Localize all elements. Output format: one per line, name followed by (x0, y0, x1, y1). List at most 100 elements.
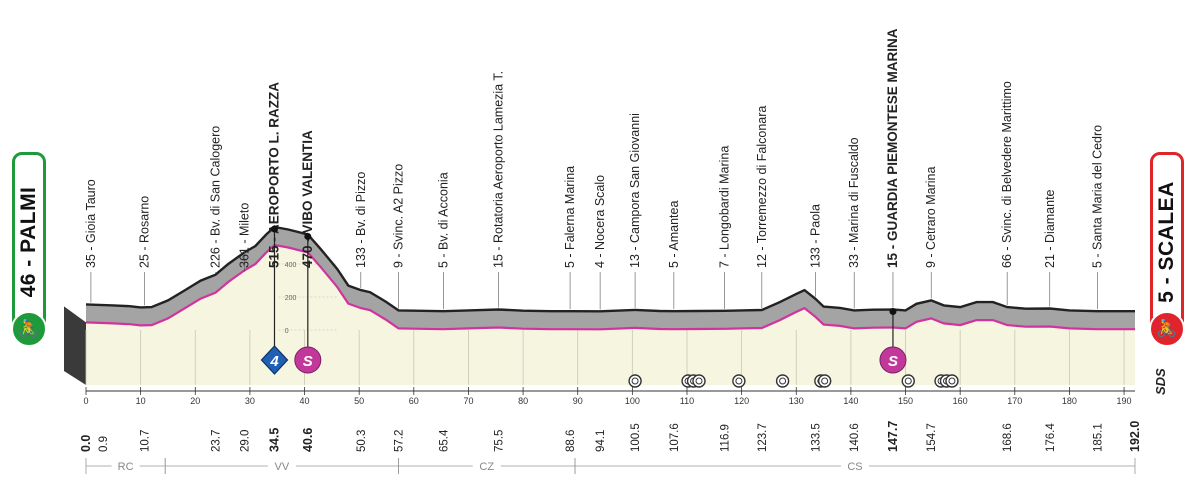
km-label: 140.6 (849, 423, 861, 452)
waypoint-label: 7 - Longobardi Marina (718, 146, 732, 268)
region-label: CS (847, 461, 862, 473)
marker-label: 4 (269, 353, 279, 370)
x-tick-label: 140 (843, 396, 858, 406)
x-tick-label: 130 (789, 396, 804, 406)
waypoint-label: 5 - Falerna Marina (563, 166, 577, 268)
finish-label: 5 - SCALEA (1155, 181, 1178, 303)
waypoint-label: 5 - Santa Maria del Cedro (1090, 125, 1104, 268)
x-tick-label: 110 (680, 396, 694, 406)
km-label: 154.7 (926, 423, 938, 452)
tunnel-icon (732, 374, 746, 388)
cyclist-icon: 🚴 (11, 311, 47, 347)
region-label: CZ (479, 461, 494, 473)
x-tick-label: 150 (898, 396, 913, 406)
region-label-bg (111, 459, 140, 473)
x-tick-label: 20 (190, 396, 200, 406)
tunnel-icon (692, 374, 706, 388)
y-tick-label: 0 (285, 328, 289, 335)
sprint-icon (879, 346, 907, 374)
region-label-bg (840, 459, 869, 473)
waypoint-label: 133 - Bv. di Pizzo (354, 172, 368, 268)
waypoint-label: 4 - Nocera Scalo (593, 175, 607, 268)
x-tick-label: 80 (518, 396, 528, 406)
profile-end-cap (64, 306, 86, 385)
profile-top-face (86, 227, 1135, 330)
cyclist-icon: 🚴 (1149, 311, 1185, 347)
tunnel-icon-inner (904, 377, 912, 385)
x-tick-label: 190 (1117, 396, 1132, 406)
x-tick-label: 180 (1062, 396, 1077, 406)
x-tick-label: 170 (1007, 396, 1022, 406)
tunnel-icon-inner (821, 377, 829, 385)
km-label: 192.0 (1128, 421, 1142, 452)
waypoint-label: 226 - Bv. di San Calogero (208, 126, 222, 268)
waypoint-label: 470 - VIBO VALENTIA (300, 130, 315, 268)
km-label: 88.6 (565, 430, 577, 452)
x-tick-label: 70 (463, 396, 473, 406)
marker-label: S (888, 353, 898, 370)
x-tick-label: 90 (573, 396, 583, 406)
km-label: 65.4 (438, 429, 450, 452)
km-label: 107.6 (669, 423, 681, 452)
km-label: 168.6 (1002, 423, 1014, 452)
tunnel-icon (628, 374, 642, 388)
tunnel-icon-inner (695, 377, 703, 385)
x-tick-label: 50 (354, 396, 364, 406)
km-label: 50.3 (356, 430, 368, 452)
region-label-bg (267, 459, 296, 473)
start-label: 46 - PALMI (17, 186, 40, 298)
waypoint-label: 5 - Bv. di Acconia (436, 172, 450, 268)
waypoint-label: 361 - Mileto (237, 203, 251, 268)
profile-front-face (86, 245, 1135, 385)
start-badge: 46 - PALMI 🚴 (11, 152, 47, 347)
x-tick-label: 40 (300, 396, 310, 406)
x-tick-label: 60 (409, 396, 419, 406)
waypoint-label: 66 - Svinc. di Belvedere Marittimo (1000, 81, 1014, 268)
waypoint-label: 5 - Amantea (667, 201, 681, 268)
waypoint-label: 15 - Rotatoria Aeroporto Lamezia T. (491, 71, 505, 268)
marker-dot (889, 308, 897, 316)
region-label: RC (118, 461, 134, 473)
waypoint-label: 21 - Diamante (1043, 189, 1057, 268)
km-label: 29.0 (239, 430, 251, 452)
tunnel-icon (945, 374, 959, 388)
tunnel-icon (817, 374, 832, 388)
km-label: 116.9 (720, 424, 732, 452)
sponsor-mark: SDS (1153, 368, 1168, 395)
tunnel-icon-inner (948, 377, 956, 385)
km-label: 40.6 (301, 428, 315, 452)
waypoint-label: 133 - Paola (808, 204, 822, 268)
x-tick-label: 10 (136, 396, 146, 406)
waypoint-label: 35 - Gioia Tauro (84, 179, 98, 268)
tunnel-icon-inner (779, 377, 787, 385)
sprint-icon (294, 346, 322, 374)
tunnel-icon-inner (631, 377, 639, 385)
x-tick-label: 160 (953, 396, 968, 406)
km-label: 147.7 (886, 421, 900, 452)
finish-badge: 5 - SCALEA 🚴 (1149, 152, 1185, 347)
waypoint-label: 515 - AEROPORTO L. RAZZA (266, 82, 281, 268)
region-label: VV (275, 461, 290, 473)
waypoint-label: 12 - Torremezzo di Falconara (755, 106, 769, 268)
x-tick-label: 100 (625, 396, 640, 406)
km-label: 100.5 (630, 423, 642, 452)
km-label: 75.5 (493, 430, 505, 452)
marker-dot (304, 232, 312, 240)
km-label: 23.7 (210, 430, 222, 452)
waypoint-label: 15 - GUARDIA PIEMONTESE MARINA (885, 28, 900, 268)
km-label: 94.1 (595, 430, 607, 452)
x-tick-label: 30 (245, 396, 255, 406)
waypoint-label: 9 - Cetraro Marina (924, 167, 938, 268)
km-label: 176.4 (1045, 423, 1057, 452)
region-label-bg (472, 459, 501, 473)
y-tick-label: 400 (285, 262, 297, 269)
km-label: 10.7 (139, 430, 151, 452)
x-tick-label: 120 (734, 396, 749, 406)
waypoint-label: 13 - Campora San Giovanni (628, 113, 642, 268)
km-label: 34.5 (267, 428, 281, 452)
marker-dot (270, 225, 278, 233)
km-label: 57.2 (394, 430, 406, 452)
tunnel-icon-inner (735, 377, 743, 385)
